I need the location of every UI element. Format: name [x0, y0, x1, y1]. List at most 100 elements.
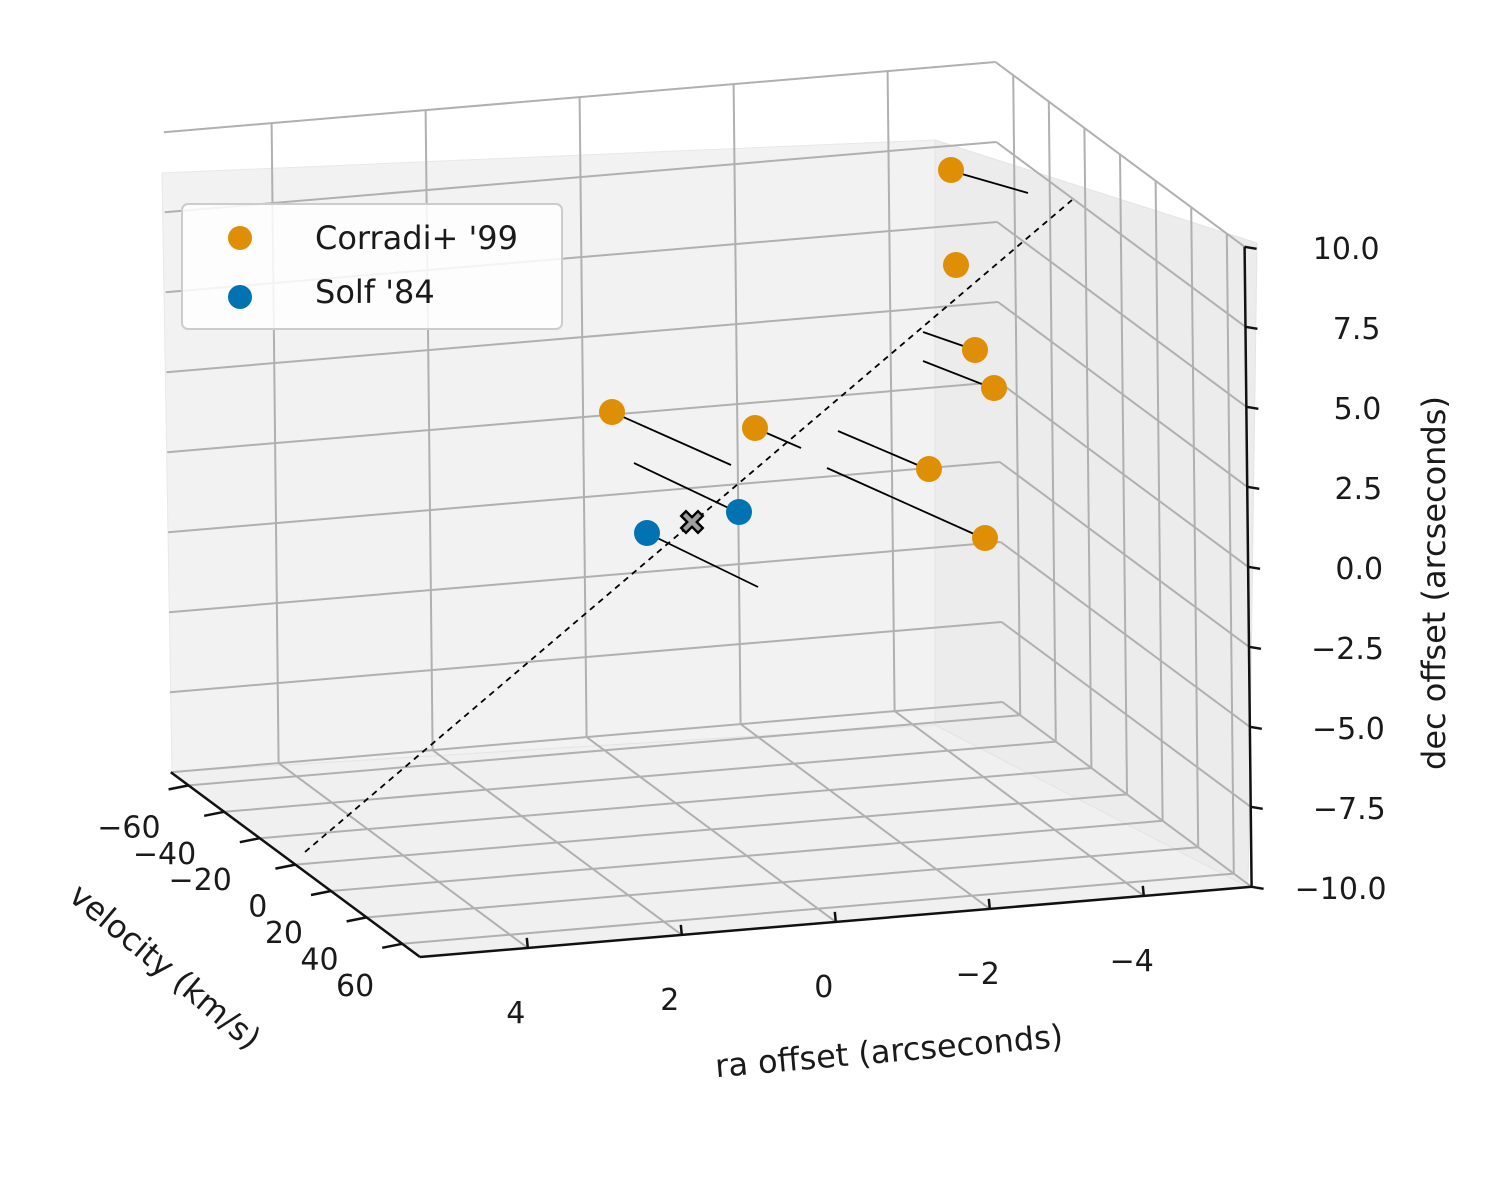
- z-tick-3: [1248, 645, 1262, 651]
- x-tick-0: [525, 937, 530, 949]
- solf-segment-1: [633, 462, 738, 513]
- corradi-segment-3: [922, 360, 993, 389]
- z-tick-label-0: −10.0: [1295, 872, 1387, 907]
- z-tick-label-6: 5.0: [1334, 392, 1382, 427]
- grid-dec-back-5: [166, 301, 999, 374]
- x-tick-label-1: 2: [660, 983, 679, 1018]
- center-x-icon: [679, 509, 705, 535]
- solf-segment-0: [646, 532, 759, 588]
- tick-marks: [168, 245, 1264, 950]
- y-tick-3: [275, 863, 296, 870]
- z-tick-0: [1251, 885, 1264, 891]
- data-points: [599, 157, 1007, 551]
- x-tick-label-4: −4: [1110, 944, 1154, 979]
- grid-vel-floor-5: [366, 846, 1199, 919]
- corradi-point-6: [916, 456, 942, 482]
- z-tick-label-1: −7.5: [1313, 792, 1386, 827]
- y-tick-label-2: −20: [168, 863, 231, 898]
- y-tick-4: [310, 889, 332, 897]
- tick-labels: 4 2 0 −2 −4−60−40−200204060−10.0−7.5−5.0−2.5…: [97, 232, 1386, 1031]
- x-tick-label-0: 4: [506, 996, 525, 1031]
- grid-dec-right-1: [1000, 621, 1252, 808]
- legend-marker-solf: [228, 285, 252, 309]
- y-tick-label-3: 0: [248, 890, 267, 925]
- x-tick-label-2: 0: [814, 970, 833, 1005]
- corradi-segment-4: [611, 411, 732, 466]
- grid-dec-right-7: [995, 141, 1247, 328]
- reference-line: [304, 199, 1073, 853]
- solf-point-0: [634, 520, 660, 546]
- y-tick-label-4: 20: [265, 916, 303, 951]
- grid-dec-back-3: [168, 461, 1000, 534]
- grid-dec-right-3: [999, 461, 1250, 648]
- grid-dec-back-8: [163, 61, 996, 134]
- z-tick-4: [1247, 565, 1261, 571]
- grid-dec-back-7: [164, 141, 997, 214]
- y-tick-2: [239, 836, 261, 844]
- x-axis-label: ra offset (arcseconds): [714, 1017, 1065, 1085]
- grid-dec-right-6: [996, 221, 1247, 408]
- z-tick-label-7: 7.5: [1333, 312, 1381, 347]
- grid-dec-back-0: [170, 701, 1003, 774]
- z-tick-label-3: −2.5: [1311, 632, 1384, 667]
- y-tick-5: [346, 916, 367, 923]
- grid-dec-back-1: [169, 621, 1002, 694]
- corradi-point-5: [742, 415, 768, 441]
- y-tick-label-6: 60: [336, 969, 374, 1004]
- y-tick-0: [168, 784, 189, 791]
- grid-dec-right-4: [998, 381, 1249, 568]
- legend: Corradi+ '99 Solf '84: [181, 203, 563, 330]
- grid-dec-back-4: [167, 381, 999, 454]
- x-tick-4: [1141, 885, 1146, 897]
- z-axis-label: dec offset (arcseconds): [1415, 396, 1453, 770]
- corradi-point-7: [972, 525, 998, 551]
- reference-dashed-line: [304, 199, 1073, 853]
- z-tick-2: [1249, 725, 1263, 731]
- z-tick-7: [1245, 325, 1258, 331]
- grid-lines: [163, 61, 1253, 949]
- grid-dec-right-0: [1001, 701, 1253, 888]
- grid-vel-floor-6: [402, 872, 1234, 945]
- corradi-point-2: [962, 337, 988, 363]
- x-tick-1: [679, 924, 684, 936]
- grid-vel-floor-3: [295, 793, 1128, 866]
- grid-vel-floor-0: [188, 714, 1021, 787]
- corradi-point-0: [938, 157, 964, 183]
- grid-dec-back-2: [168, 541, 1001, 614]
- corradi-segment-7: [826, 467, 984, 539]
- z-tick-1: [1250, 805, 1263, 811]
- center-marker: [679, 509, 705, 535]
- corradi-point-1: [943, 252, 969, 278]
- x-tick-3: [987, 898, 992, 910]
- grid-vel-floor-2: [259, 767, 1092, 840]
- x-tick-2: [833, 911, 838, 923]
- z-tick-8: [1244, 245, 1257, 251]
- corradi-point-3: [981, 375, 1007, 401]
- y-tick-6: [381, 942, 403, 950]
- legend-box: [181, 203, 563, 330]
- y-tick-label-0: −60: [97, 810, 160, 845]
- z-tick-5: [1247, 485, 1260, 491]
- legend-marker-corradi: [228, 226, 252, 250]
- y-tick-label-5: 40: [300, 942, 338, 977]
- corradi-point-4: [599, 399, 625, 425]
- y-tick-1: [203, 810, 225, 818]
- z-tick-6: [1246, 405, 1259, 411]
- y-tick-label-1: −40: [133, 837, 196, 872]
- x-tick-label-3: −2: [956, 957, 1000, 992]
- legend-label-corradi: Corradi+ '99: [315, 219, 518, 257]
- z-tick-label-5: 2.5: [1335, 472, 1383, 507]
- grid-vel-floor-4: [330, 819, 1163, 892]
- z-tick-label-4: 0.0: [1335, 552, 1383, 587]
- legend-label-solf: Solf '84: [315, 273, 435, 311]
- grid-vel-floor-1: [224, 740, 1056, 813]
- solf-point-1: [726, 499, 752, 525]
- z-tick-label-2: −5.0: [1312, 712, 1385, 747]
- z-tick-label-8: 10.0: [1313, 232, 1380, 267]
- grid-dec-right-8: [994, 61, 1246, 248]
- grid-dec-right-2: [1000, 541, 1251, 728]
- y-axis-label: velocity (km/s): [62, 876, 268, 1058]
- corradi-segment-6: [837, 430, 928, 470]
- grid-dec-right-5: [997, 301, 1248, 488]
